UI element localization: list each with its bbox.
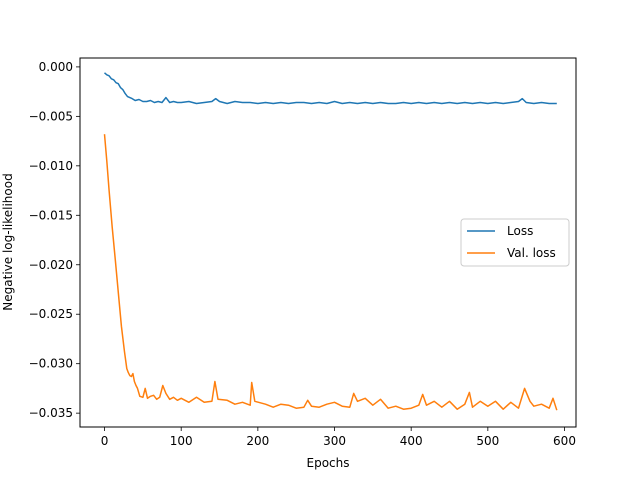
x-tick-label: 300 [323,434,346,448]
y-tick-label: −0.035 [29,406,73,420]
y-tick-label: −0.025 [29,307,73,321]
y-axis-label: Negative log-likelihood [1,173,15,310]
x-tick-label: 0 [101,434,109,448]
series-layer [103,72,558,411]
plot-frame [79,57,577,428]
x-tick-label: 400 [400,434,423,448]
series-line-val-loss [103,134,558,411]
legend-label-val-loss: Val. loss [507,246,556,260]
y-axis: 0.000 −0.005 −0.010 −0.015 −0.020 −0.025 −0.03… [29,60,80,420]
x-axis: 0 100 200 300 400 500 600 [101,427,576,448]
y-tick-label: −0.015 [29,208,73,222]
x-tick-label: 600 [553,434,576,448]
x-tick-label: 100 [170,434,193,448]
legend-label-loss: Loss [507,224,533,238]
y-tick-label: −0.010 [29,159,73,173]
x-axis-label: Epochs [307,456,350,470]
y-tick-label: 0.000 [39,60,73,74]
x-tick-label: 500 [476,434,499,448]
series-line-loss [104,72,557,105]
y-tick-label: −0.020 [29,258,73,272]
legend: Loss Val. loss [460,218,570,267]
y-tick-label: −0.005 [29,109,73,123]
y-tick-label: −0.030 [29,357,73,371]
x-tick-label: 200 [246,434,269,448]
